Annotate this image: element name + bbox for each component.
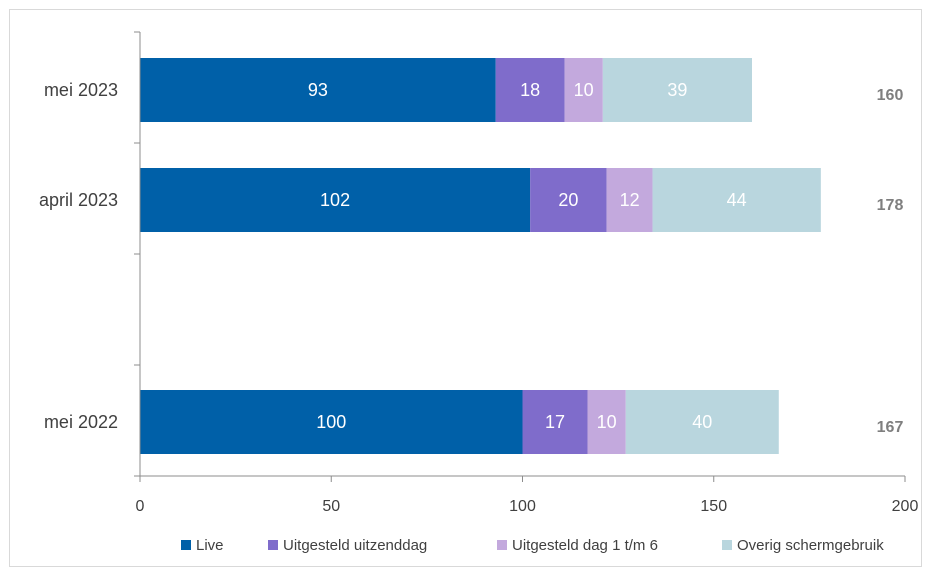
bar-segment [606, 168, 653, 232]
legend-swatch [181, 540, 191, 550]
data-label: 17 [545, 412, 565, 432]
data-label: 10 [574, 80, 594, 100]
legend-label: Overig schermgebruik [737, 537, 884, 554]
data-label: 44 [727, 190, 747, 210]
bar-segment [522, 390, 588, 454]
data-label: 12 [620, 190, 640, 210]
x-tick-label: 200 [892, 498, 919, 515]
data-label: 10 [597, 412, 617, 432]
data-label: 93 [308, 80, 328, 100]
bars-group: 93 18 10 39 160 102 20 12 44 178 100 17 10 40 167 [140, 58, 903, 454]
bar-segment [140, 390, 523, 454]
bar-segment [140, 168, 531, 232]
axes-group: mei 2023 april 2023 mei 2022 0 50 100 150 200 [39, 31, 919, 515]
legend-swatch [268, 540, 278, 550]
bar-segment [495, 58, 565, 122]
x-tick-label: 100 [509, 498, 536, 515]
legend: Live Uitgesteld uitzenddag Uitgesteld dag … [181, 537, 884, 554]
bar-segment [564, 58, 603, 122]
data-label: 40 [692, 412, 712, 432]
category-label: mei 2023 [44, 80, 118, 100]
legend-swatch [722, 540, 732, 550]
total-label: 167 [877, 419, 904, 436]
legend-swatch [497, 540, 507, 550]
data-label: 100 [316, 412, 346, 432]
x-tick-label: 50 [322, 498, 340, 515]
x-tick-label: 150 [700, 498, 727, 515]
x-tick-label: 0 [136, 498, 145, 515]
legend-label: Uitgesteld uitzenddag [283, 537, 427, 554]
data-label: 20 [558, 190, 578, 210]
bar-segment [602, 58, 752, 122]
data-label: 102 [320, 190, 350, 210]
legend-label: Uitgesteld dag 1 t/m 6 [512, 537, 658, 554]
category-label: april 2023 [39, 190, 118, 210]
bar-segment [587, 390, 626, 454]
data-label: 18 [520, 80, 540, 100]
chart-frame [9, 9, 922, 567]
bar-segment [625, 390, 779, 454]
category-label: mei 2022 [44, 412, 118, 432]
total-label: 178 [877, 197, 904, 214]
bar-segment [652, 168, 821, 232]
total-label: 160 [877, 87, 904, 104]
legend-label: Live [196, 537, 224, 554]
bar-segment [530, 168, 607, 232]
data-label: 39 [667, 80, 687, 100]
bar-segment [140, 58, 496, 122]
